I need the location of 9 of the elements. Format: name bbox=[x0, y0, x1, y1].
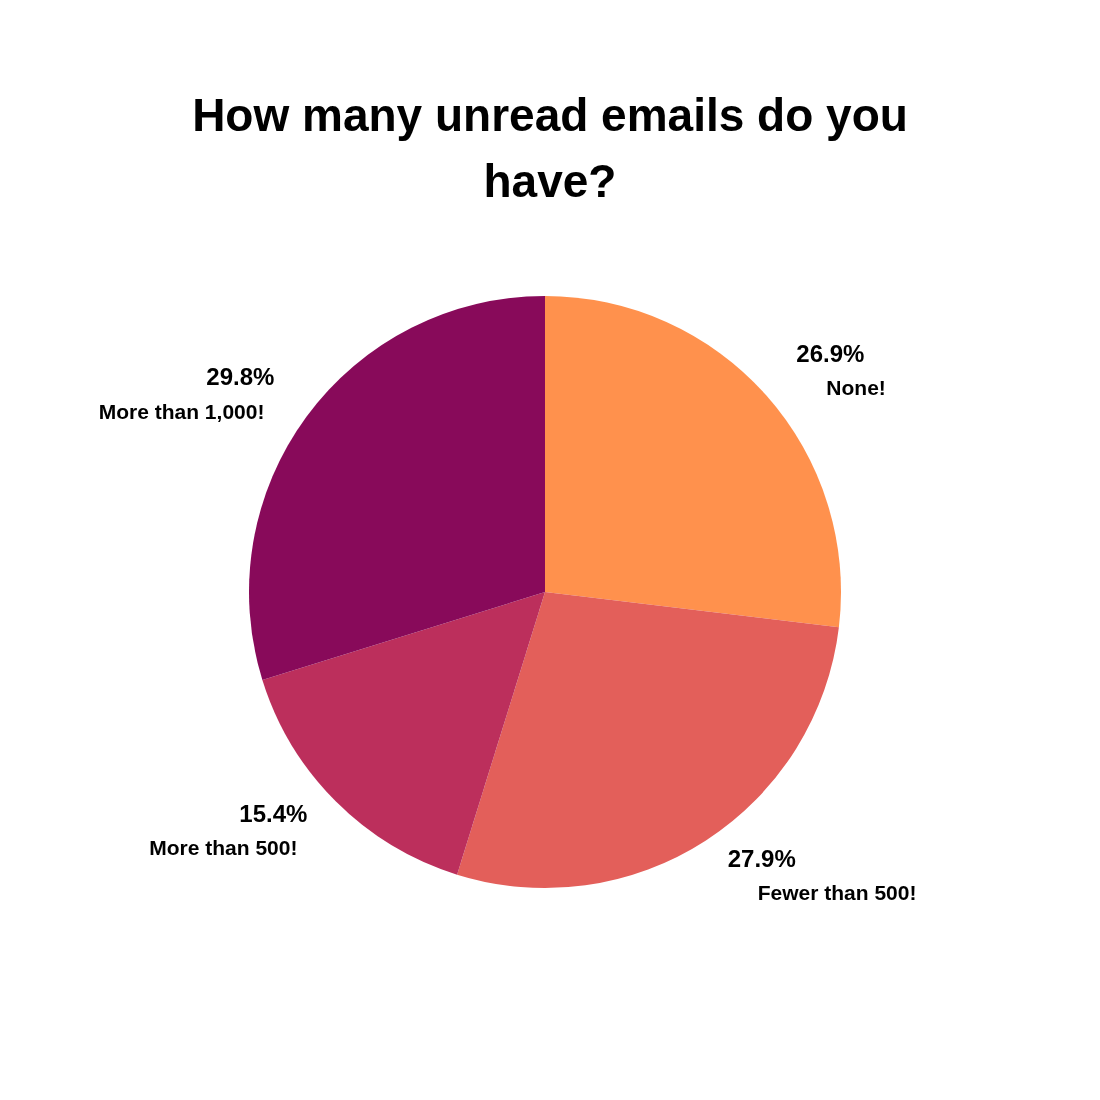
chart-title: How many unread emails do you have? bbox=[191, 88, 909, 209]
slice-label: More than 500! bbox=[149, 836, 298, 860]
data-label: 27.9% bbox=[727, 844, 796, 872]
data-label: 26.9% bbox=[796, 339, 865, 367]
data-label: 29.8% bbox=[206, 363, 275, 391]
slice-label: More than 1,000! bbox=[98, 399, 265, 423]
slice-label: None! bbox=[826, 375, 886, 399]
slice-label: Fewer than 500! bbox=[757, 880, 917, 904]
data-label: 15.4% bbox=[239, 800, 308, 828]
